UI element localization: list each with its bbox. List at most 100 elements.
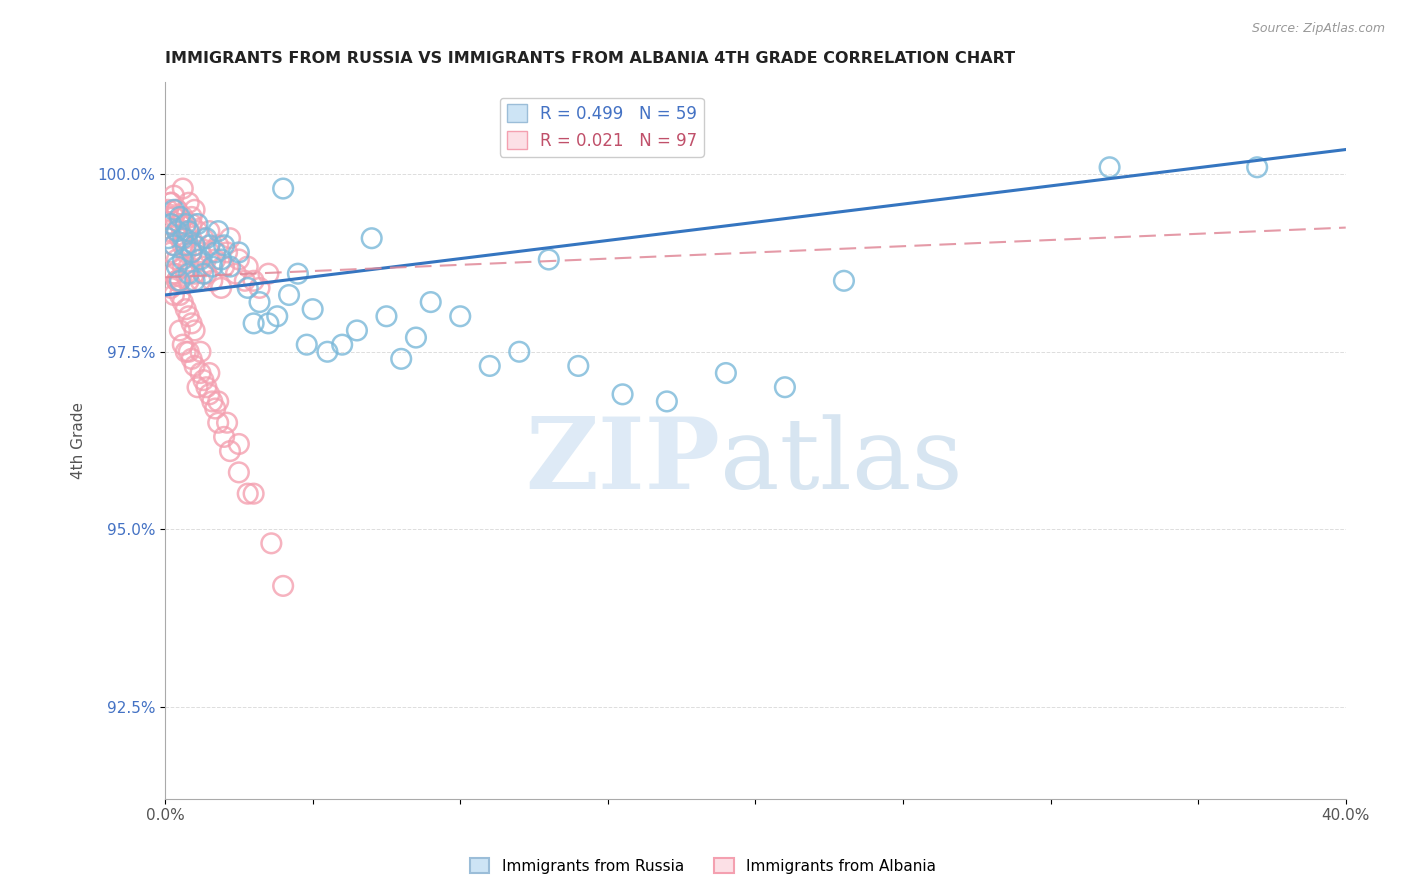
Point bbox=[177, 195, 200, 210]
Point bbox=[207, 394, 229, 409]
Point bbox=[166, 202, 188, 217]
Point bbox=[193, 260, 215, 274]
Point bbox=[193, 231, 215, 245]
Point bbox=[405, 330, 427, 344]
Point bbox=[186, 217, 208, 231]
Point bbox=[177, 344, 200, 359]
Point bbox=[169, 217, 191, 231]
Point bbox=[271, 579, 294, 593]
Point bbox=[177, 310, 200, 324]
Point bbox=[180, 210, 202, 224]
Point bbox=[163, 267, 186, 281]
Point bbox=[190, 245, 212, 260]
Point bbox=[198, 224, 221, 238]
Point bbox=[215, 416, 238, 430]
Point bbox=[163, 188, 186, 202]
Point bbox=[186, 224, 208, 238]
Point bbox=[1246, 161, 1268, 175]
Point bbox=[260, 536, 283, 550]
Point bbox=[169, 231, 191, 245]
Point bbox=[219, 444, 242, 458]
Point bbox=[166, 274, 188, 288]
Point bbox=[212, 238, 235, 252]
Point bbox=[204, 401, 226, 416]
Point bbox=[169, 274, 191, 288]
Point bbox=[287, 267, 309, 281]
Point bbox=[186, 252, 208, 267]
Point bbox=[249, 295, 271, 310]
Point bbox=[207, 224, 229, 238]
Point bbox=[419, 295, 441, 310]
Point bbox=[190, 252, 212, 267]
Point bbox=[266, 310, 288, 324]
Point bbox=[177, 260, 200, 274]
Point bbox=[172, 231, 194, 245]
Point bbox=[183, 323, 205, 337]
Point bbox=[169, 210, 191, 224]
Text: atlas: atlas bbox=[720, 414, 963, 510]
Point bbox=[180, 317, 202, 331]
Point bbox=[212, 260, 235, 274]
Point bbox=[177, 267, 200, 281]
Point bbox=[209, 252, 232, 267]
Point bbox=[508, 344, 530, 359]
Point bbox=[228, 437, 250, 451]
Point bbox=[1098, 161, 1121, 175]
Point bbox=[228, 466, 250, 480]
Point bbox=[257, 317, 280, 331]
Point bbox=[278, 288, 301, 302]
Point bbox=[163, 238, 186, 252]
Point bbox=[180, 245, 202, 260]
Point bbox=[193, 373, 215, 387]
Point bbox=[160, 217, 183, 231]
Point bbox=[169, 274, 191, 288]
Text: IMMIGRANTS FROM RUSSIA VS IMMIGRANTS FROM ALBANIA 4TH GRADE CORRELATION CHART: IMMIGRANTS FROM RUSSIA VS IMMIGRANTS FRO… bbox=[165, 51, 1015, 66]
Point bbox=[183, 238, 205, 252]
Point bbox=[236, 260, 259, 274]
Point bbox=[180, 245, 202, 260]
Point bbox=[249, 281, 271, 295]
Text: ZIP: ZIP bbox=[524, 413, 720, 510]
Point bbox=[174, 302, 197, 317]
Point bbox=[183, 274, 205, 288]
Point bbox=[160, 217, 183, 231]
Point bbox=[160, 195, 183, 210]
Point bbox=[174, 224, 197, 238]
Point bbox=[166, 252, 188, 267]
Point bbox=[212, 430, 235, 444]
Point bbox=[714, 366, 737, 380]
Point bbox=[174, 344, 197, 359]
Point bbox=[478, 359, 501, 373]
Point bbox=[655, 394, 678, 409]
Point bbox=[233, 274, 256, 288]
Point bbox=[201, 274, 224, 288]
Point bbox=[201, 260, 224, 274]
Point bbox=[172, 210, 194, 224]
Point bbox=[169, 217, 191, 231]
Point bbox=[169, 288, 191, 302]
Point bbox=[172, 252, 194, 267]
Point bbox=[172, 238, 194, 252]
Point bbox=[174, 217, 197, 231]
Point bbox=[157, 224, 180, 238]
Point bbox=[219, 260, 242, 274]
Point bbox=[157, 231, 180, 245]
Point bbox=[242, 317, 264, 331]
Point bbox=[193, 267, 215, 281]
Point bbox=[236, 486, 259, 500]
Point bbox=[242, 486, 264, 500]
Point bbox=[360, 231, 382, 245]
Point bbox=[567, 359, 589, 373]
Point bbox=[174, 245, 197, 260]
Point bbox=[172, 337, 194, 351]
Point bbox=[177, 274, 200, 288]
Point bbox=[537, 252, 560, 267]
Point bbox=[195, 231, 218, 245]
Point bbox=[330, 337, 353, 351]
Point bbox=[195, 267, 218, 281]
Point bbox=[773, 380, 796, 394]
Point bbox=[166, 274, 188, 288]
Point bbox=[316, 344, 339, 359]
Point bbox=[832, 274, 855, 288]
Point bbox=[157, 202, 180, 217]
